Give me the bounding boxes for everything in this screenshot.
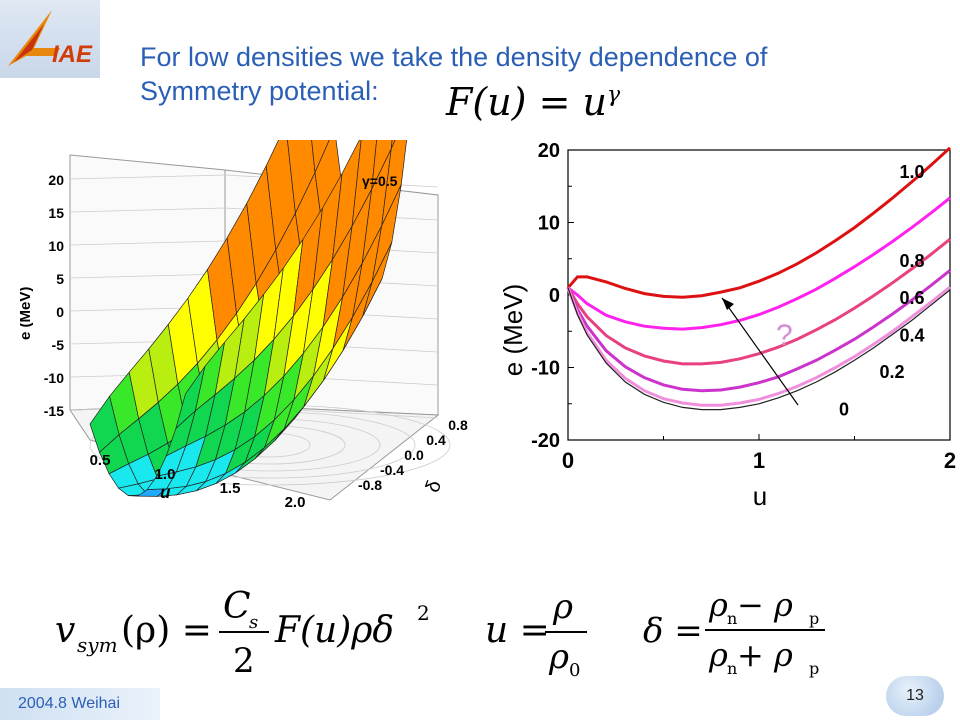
trend-arrow (721, 297, 799, 406)
footer-date: 2004.8 Weihai (0, 688, 160, 720)
delta-definition-formula: δ = ρ n − ρ p ρ n + ρ p (643, 586, 825, 678)
z-tick-label: 5 (56, 271, 64, 287)
delta-tick-label: 0.8 (448, 417, 468, 433)
surface-tick-labels: 20151050-5-10-150.51.01.52.00.80.40.0-0.… (44, 172, 468, 511)
trend-arrow-head-icon (722, 298, 734, 310)
delta-den-sub-n: n (727, 659, 737, 678)
series-label-0-6: 0.6 (899, 288, 924, 308)
series-line-0 (567, 287, 951, 411)
delta-den-operator: + ρ (737, 636, 793, 674)
energy-surface (89, 140, 407, 497)
z-tick-label: -5 (52, 337, 65, 353)
series-label-0: 0 (839, 400, 849, 420)
series-label-1-0: 1.0 (899, 162, 924, 182)
slide-title: For low densities we take the density de… (140, 40, 767, 108)
series-label-0-4: 0.4 (899, 326, 924, 346)
series-line-0-6 (566, 238, 951, 366)
u-tick-label: 2.0 (285, 494, 306, 511)
power-law-formula-body: F(u) = u (446, 80, 607, 124)
power-law-formula: F(u) = uγ (446, 80, 620, 124)
delta-den-sub-p: p (809, 659, 819, 678)
delta-tick-label: -0.8 (358, 477, 382, 493)
delta-tick-label: 0.4 (426, 432, 446, 448)
u-definition-lhs: u = (485, 610, 550, 651)
title-line-1: For low densities we take the density de… (140, 42, 768, 72)
u-definition-numerator: ρ (552, 587, 573, 627)
vsym-numerator-sub: s (249, 612, 258, 633)
logo-graphic: IAE (8, 10, 93, 68)
question-mark-annotation: ? (776, 319, 793, 352)
x-tick-label: 1 (753, 448, 765, 473)
vsym-exponent: 2 (417, 601, 430, 625)
wall-gridline (69, 240, 226, 246)
logo-text: IAE (52, 41, 93, 68)
title-line-2: Symmetry potential: (140, 76, 379, 106)
y-tick-label: -20 (531, 430, 560, 452)
z-tick-label: -10 (44, 370, 64, 386)
delta-definition-lhs: δ = (643, 611, 703, 651)
z-tick-label: 10 (48, 238, 64, 254)
y-axis-label: e (MeV) (498, 284, 528, 376)
vsym-symbol: v (55, 610, 75, 651)
delta-den-rho-n: ρ (708, 636, 728, 674)
line-series-group (566, 146, 952, 411)
surface-cell (381, 140, 407, 226)
surface-delta-axis-label: δ (422, 477, 446, 495)
u-tick-label: 1.5 (220, 480, 241, 497)
wall-gridline (69, 207, 226, 213)
y-tick-label: -10 (531, 358, 560, 380)
series-line-0-8 (567, 196, 951, 331)
x-tick-label: 0 (562, 448, 574, 473)
z-tick-label: -15 (44, 403, 64, 419)
u-definition-denominator-sub: 0 (569, 660, 580, 680)
series-line-0-2 (566, 285, 951, 407)
u-tick-label: 0.5 (90, 452, 111, 469)
series-label-0-2: 0.2 (879, 362, 904, 382)
series-line-0-4 (566, 269, 951, 393)
y-tick-label: 10 (538, 213, 560, 235)
vsym-rest: F(u)ρδ (274, 610, 394, 651)
power-law-exponent: γ (606, 82, 621, 108)
delta-num-sub-p: p (809, 609, 819, 628)
u-definition-formula: u = ρ ρ 0 (485, 587, 587, 680)
page-number-badge: 13 (886, 676, 944, 716)
x-tick-label: 2 (944, 448, 956, 473)
delta-num-rho-n: ρ (708, 586, 728, 624)
vsym-argument: (ρ) = (121, 610, 212, 651)
formula-bar: v sym (ρ) = C s 2 F(u)ρδ 2 u = ρ ρ 0 δ =… (55, 586, 825, 680)
surface-cell (390, 140, 396, 149)
z-tick-label: 15 (48, 205, 64, 221)
institute-logo: IAE (0, 0, 100, 78)
vsym-denominator: 2 (233, 641, 255, 680)
gamma-annotation: γ=0.5 (362, 173, 398, 189)
vsym-subscript: sym (77, 633, 118, 657)
x-axis-label: u (753, 481, 767, 511)
vsym-numerator: C (223, 586, 251, 627)
series-line-1-0 (566, 146, 952, 299)
delta-tick-label: -0.4 (380, 462, 404, 478)
series-label-0-8: 0.8 (899, 251, 924, 271)
series-labels: 1.0 0.8 0.6 0.4 0.2 0 (839, 162, 925, 420)
surface-z-axis-label: e (MeV) (20, 287, 34, 340)
wall-gridline (69, 273, 226, 279)
z-tick-label: 20 (48, 172, 64, 188)
u-tick-label: 1.0 (155, 466, 176, 483)
delta-num-operator: − ρ (737, 586, 793, 624)
wall-gridline (69, 174, 226, 180)
delta-num-sub-n: n (727, 609, 737, 628)
u-definition-denominator: ρ (548, 637, 569, 677)
surface-u-axis-label: u (160, 483, 171, 502)
y-tick-label: 0 (549, 285, 560, 307)
surface-chart: 20151050-5-10-150.51.01.52.00.80.40.0-0.… (20, 140, 468, 511)
plot-frame (567, 149, 951, 441)
z-tick-label: 0 (56, 304, 64, 320)
delta-tick-label: 0.0 (404, 447, 424, 463)
y-tick-label: 20 (538, 140, 560, 162)
vsym-formula: v sym (ρ) = C s 2 F(u)ρδ 2 (55, 586, 430, 680)
logo-wing-shadow-icon (14, 24, 44, 62)
